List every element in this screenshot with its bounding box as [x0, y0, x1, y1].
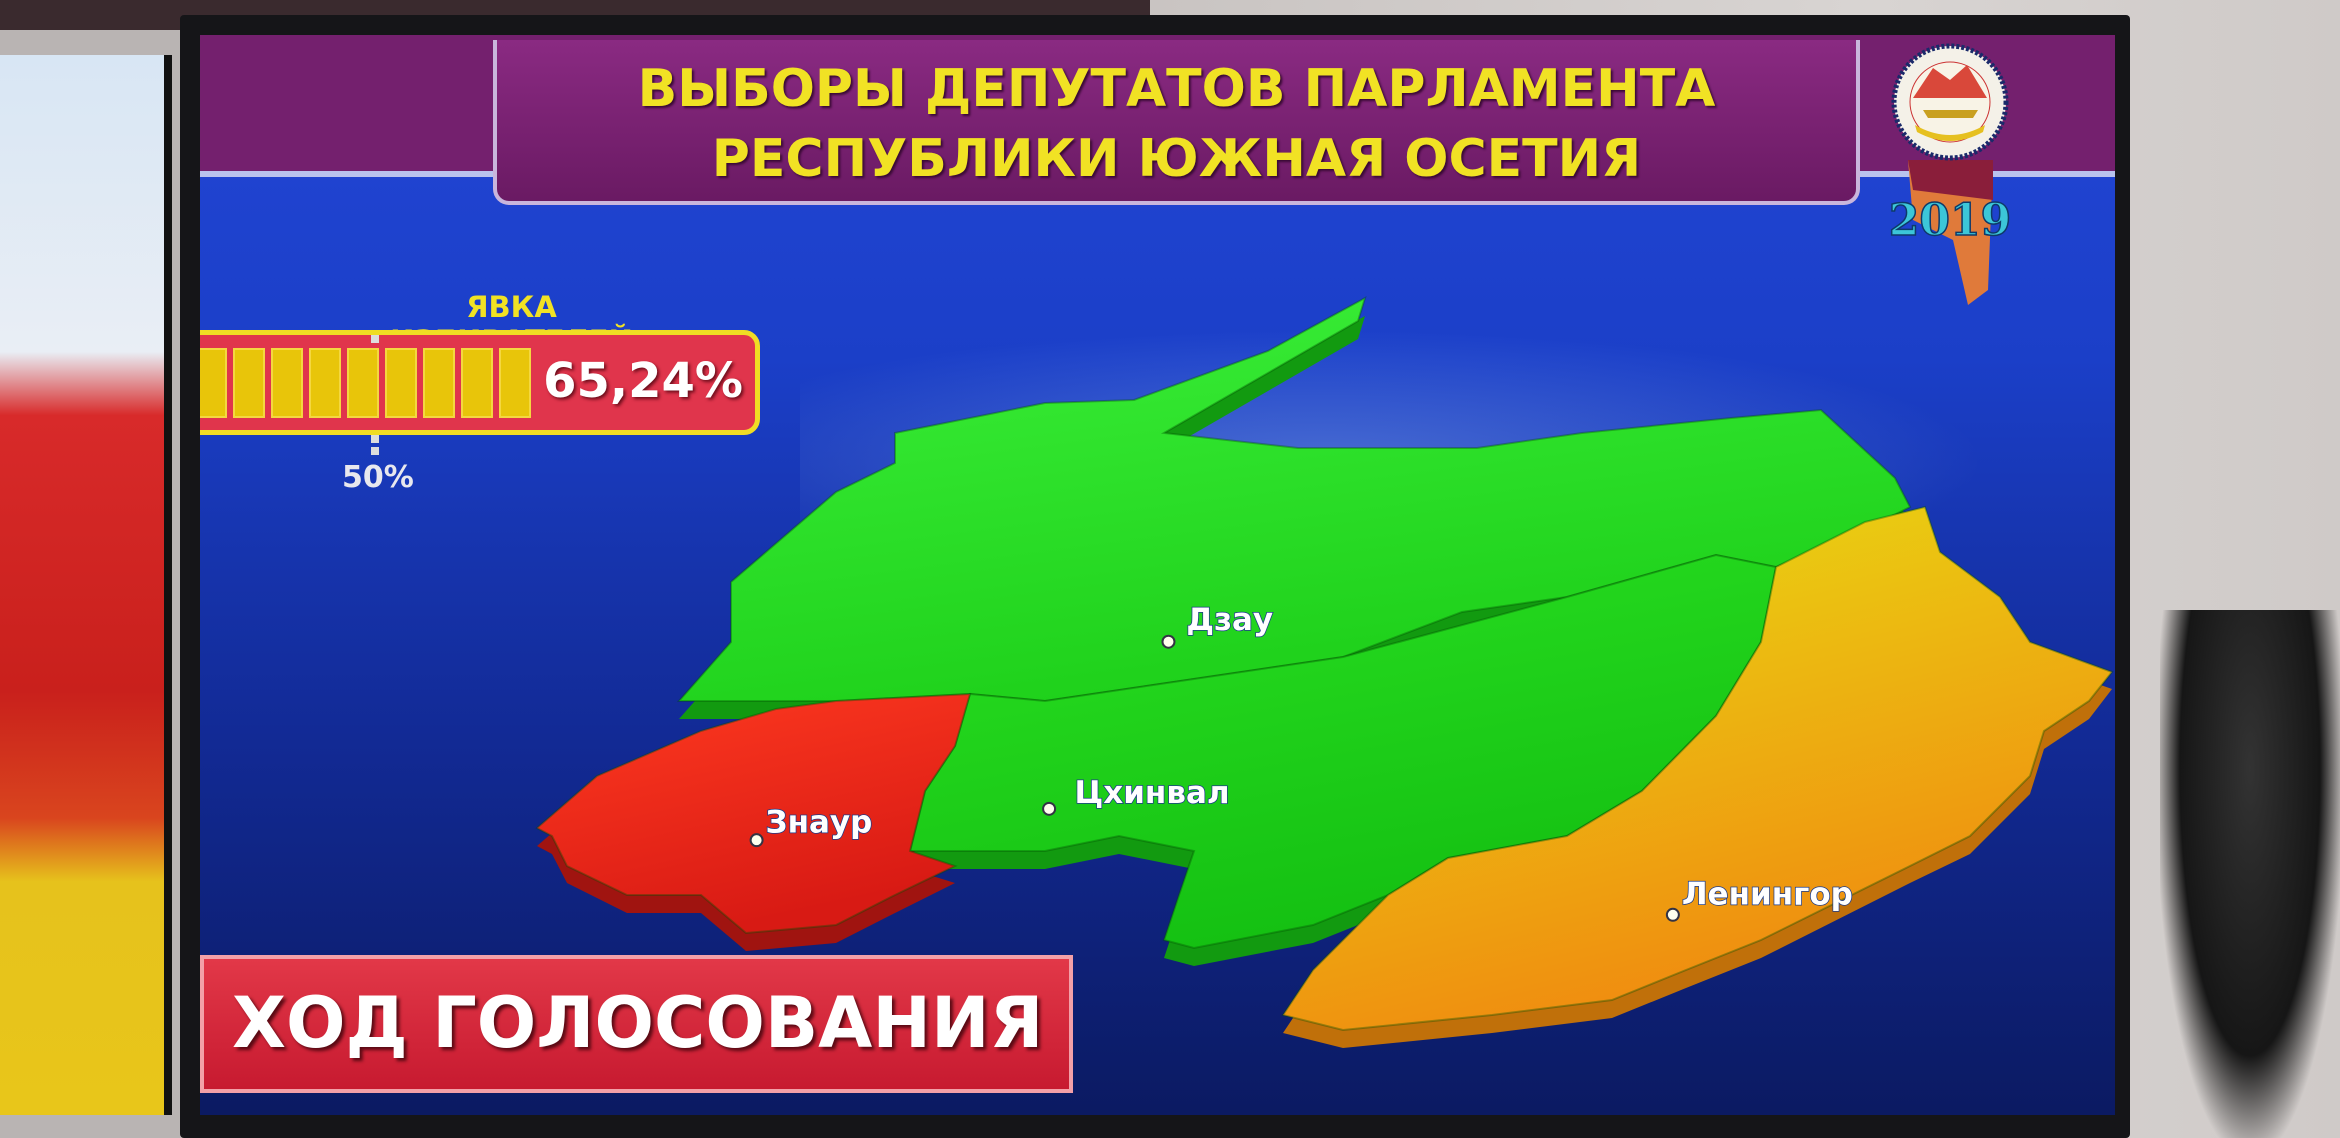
region-leningor-label: Ленингор	[1682, 876, 1853, 912]
region-znaur[interactable]	[535, 692, 972, 935]
turnout-bar: 65,24%	[200, 330, 760, 435]
emblem-logo: 2019	[1888, 43, 2012, 305]
turnout-segment	[233, 348, 265, 418]
turnout-segment	[461, 348, 493, 418]
region-tskhinval[interactable]	[908, 553, 1778, 950]
marker-tick-bottom	[371, 435, 379, 443]
city-marker-icon	[749, 833, 764, 848]
region-map: Дзау Цхинвал Знаур Ленингор	[535, 295, 2114, 1048]
region-tskhinval-label: Цхинвал	[1074, 775, 1229, 811]
voting-progress-banner: ХОД ГОЛОСОВАНИЯ	[200, 955, 1073, 1093]
turnout-segment	[385, 348, 417, 418]
turnout-segment	[271, 348, 303, 418]
turnout-segment	[499, 348, 531, 418]
turnout-marker-label: 50%	[342, 460, 414, 495]
region-znaur-label: Знаур	[766, 805, 873, 841]
adjacent-screen-flag	[0, 55, 172, 1115]
turnout-fill	[200, 348, 531, 418]
video-camera	[2160, 610, 2340, 1138]
marker-tick-top	[371, 335, 379, 343]
marker-tick-bottom-2	[371, 447, 379, 455]
city-marker-icon	[1665, 907, 1680, 922]
turnout-value: 65,24%	[543, 353, 743, 409]
broadcast-screen: Дзау Цхинвал Знаур Ленингор ВЫБОРЫ ДЕПУТАТО…	[200, 35, 2115, 1115]
region-leningor[interactable]	[1281, 505, 2114, 1032]
turnout-segment	[309, 348, 341, 418]
title-line-1: ВЫБОРЫ ДЕПУТАТОВ ПАРЛАМЕНТА	[637, 59, 1716, 119]
title-line-2: РЕСПУБЛИКИ ЮЖНАЯ ОСЕТИЯ	[711, 129, 1642, 189]
city-marker-icon	[1042, 801, 1057, 816]
turnout-segment	[423, 348, 455, 418]
turnout-segment	[347, 348, 379, 418]
region-dzau-label: Дзау	[1186, 602, 1273, 638]
turnout-segment	[200, 348, 227, 418]
title-banner: ВЫБОРЫ ДЕПУТАТОВ ПАРЛАМЕНТА РЕСПУБЛИКИ Ю…	[493, 40, 1860, 205]
emblem-year: 2019	[1889, 195, 2011, 246]
city-marker-icon	[1161, 634, 1176, 649]
